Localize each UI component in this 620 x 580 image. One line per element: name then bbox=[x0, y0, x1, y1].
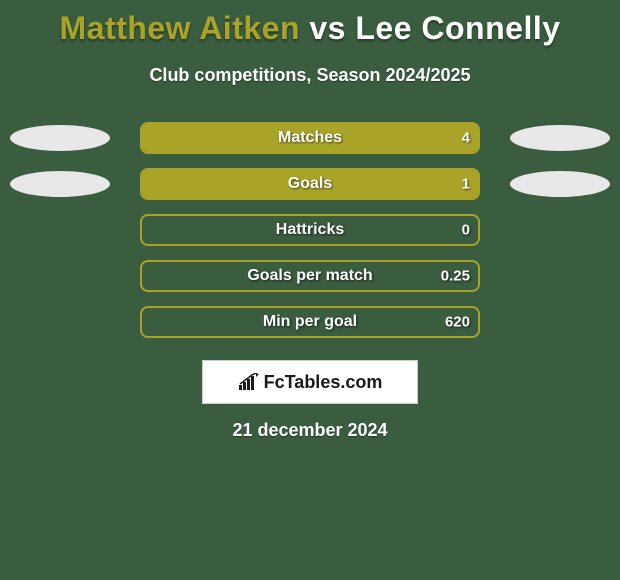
snapshot-date: 21 december 2024 bbox=[0, 420, 620, 441]
bar-chart-icon bbox=[238, 373, 260, 391]
stat-value-right: 4 bbox=[462, 130, 470, 147]
stat-row: Goals 1 bbox=[0, 168, 620, 200]
fctables-logo[interactable]: FcTables.com bbox=[202, 360, 418, 404]
logo-text: FcTables.com bbox=[238, 372, 383, 393]
player1-marker bbox=[10, 171, 110, 197]
logo-label: FcTables.com bbox=[264, 372, 383, 393]
stat-bar-track: Goals 1 bbox=[140, 168, 480, 200]
stats-container: Matches 4 Goals 1 Hattricks 0 Goals per match 0… bbox=[0, 122, 620, 338]
stat-bar-track: Hattricks 0 bbox=[140, 214, 480, 246]
player2-marker bbox=[510, 125, 610, 151]
vs-separator: vs bbox=[309, 10, 346, 46]
stat-value-right: 620 bbox=[445, 314, 470, 331]
stat-label: Min per goal bbox=[263, 313, 357, 331]
comparison-title: Matthew Aitken vs Lee Connelly bbox=[0, 0, 620, 47]
stat-label: Hattricks bbox=[276, 221, 344, 239]
player2-marker bbox=[510, 171, 610, 197]
stat-bar-track: Min per goal 620 bbox=[140, 306, 480, 338]
stat-label: Goals per match bbox=[247, 267, 372, 285]
stat-row: Goals per match 0.25 bbox=[0, 260, 620, 292]
player1-name: Matthew Aitken bbox=[59, 10, 300, 46]
stat-row: Hattricks 0 bbox=[0, 214, 620, 246]
stat-label: Matches bbox=[278, 129, 342, 147]
stat-row: Matches 4 bbox=[0, 122, 620, 154]
stat-row: Min per goal 620 bbox=[0, 306, 620, 338]
stat-value-right: 0.25 bbox=[441, 268, 470, 285]
stat-label: Goals bbox=[288, 175, 332, 193]
season-subtitle: Club competitions, Season 2024/2025 bbox=[0, 65, 620, 86]
player1-marker bbox=[10, 125, 110, 151]
stat-value-right: 0 bbox=[462, 222, 470, 239]
stat-bar-track: Goals per match 0.25 bbox=[140, 260, 480, 292]
player2-name: Lee Connelly bbox=[355, 10, 560, 46]
stat-bar-track: Matches 4 bbox=[140, 122, 480, 154]
stat-value-right: 1 bbox=[462, 176, 470, 193]
